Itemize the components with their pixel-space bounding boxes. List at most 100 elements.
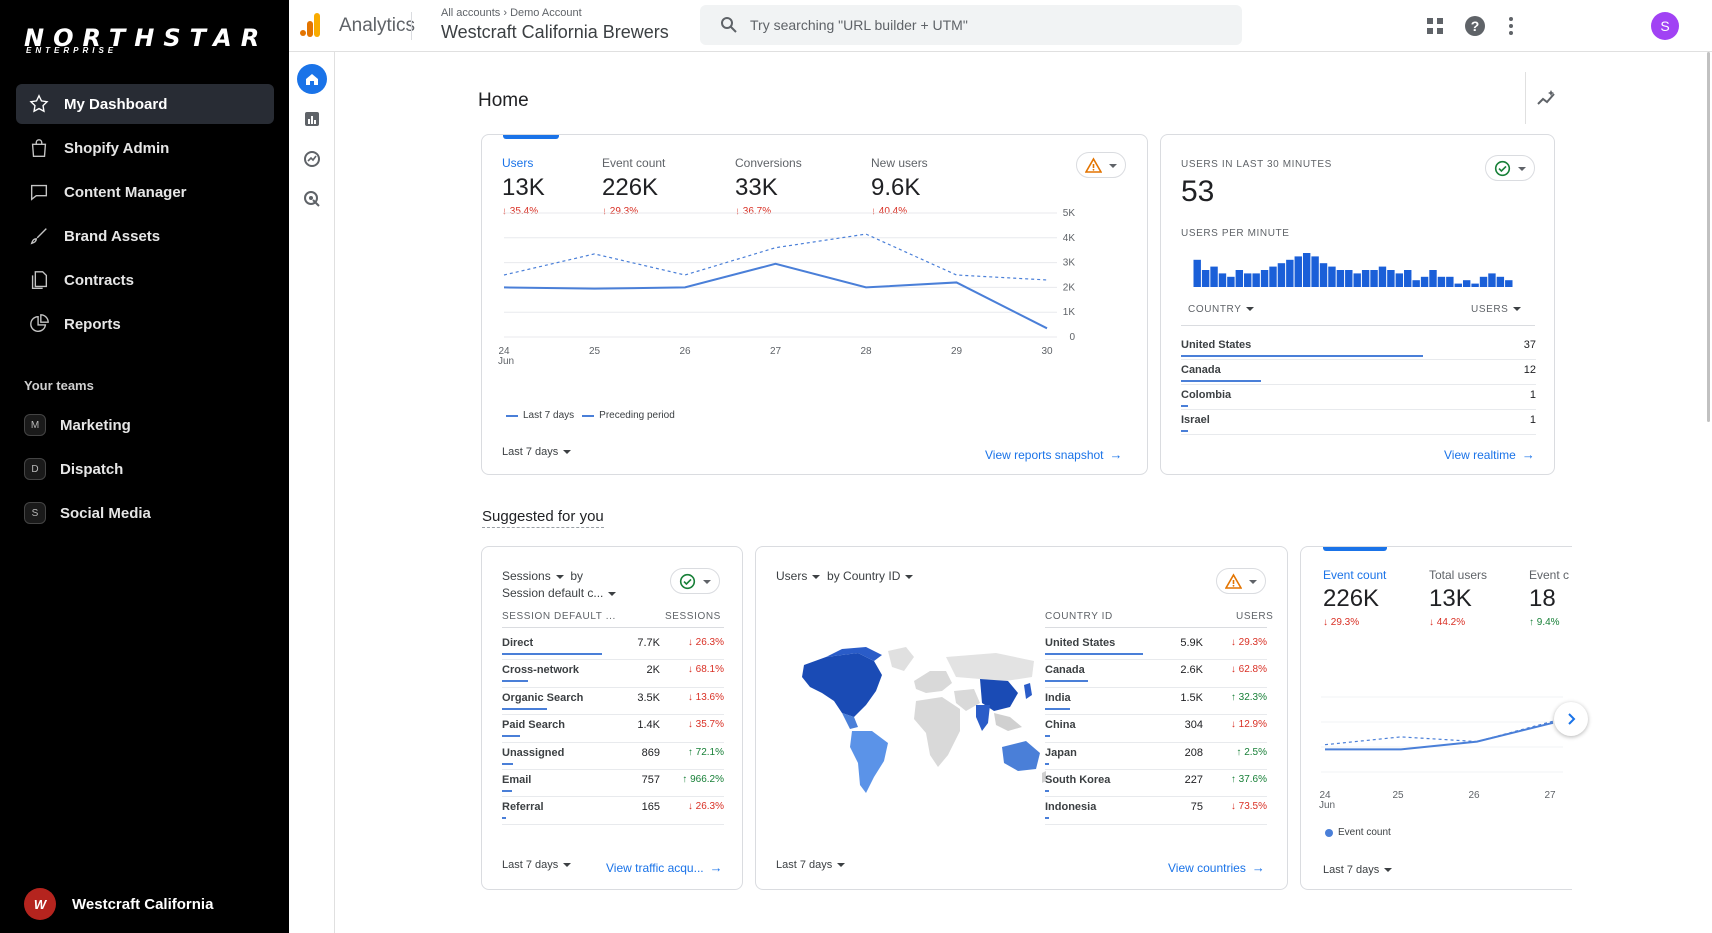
x-tick-label: 27 [1544,790,1556,801]
chevron-down-icon [1384,868,1393,873]
map-region-russia [946,653,1034,681]
page-scrollbar[interactable] [1707,52,1710,422]
table-row[interactable]: South Korea 227 ↑ 37.6% [1045,774,1267,801]
more-vert-icon[interactable] [1499,14,1523,38]
rail-advertising-button[interactable] [297,184,327,214]
table-row[interactable]: Referral 165 ↓ 26.3% [502,801,724,828]
team-item-social-media[interactable]: S Social Media [16,493,274,533]
table-row[interactable]: Indonesia 75 ↓ 73.5% [1045,801,1267,828]
metric-value: 13K [502,174,545,201]
y-tick-label: 4K [1063,233,1076,244]
sidebar-item-content-manager[interactable]: Content Manager [16,172,274,212]
view-realtime-link[interactable]: View realtime → [1444,447,1535,462]
search-input[interactable] [750,14,1220,36]
brand-logo[interactable]: NORTHSTAR [24,24,269,52]
users-column-header[interactable]: USERS [1471,304,1522,315]
session-default-channel-selector[interactable]: Session default c... [502,586,617,600]
property-selector[interactable]: Westcraft California Brewers [441,22,669,42]
avatar[interactable]: S [1651,12,1679,40]
view-traffic-acquisition-link[interactable]: View traffic acqu... → [606,860,723,875]
sidebar-item-contracts[interactable]: Contracts [16,260,274,300]
sidebar-nav: My Dashboard Shopify Admin Content Manag… [16,84,274,348]
anomaly-status-button[interactable] [1076,152,1126,178]
breadcrumb[interactable]: All accounts › Demo Account [441,7,582,19]
country-column-header[interactable]: COUNTRY [1188,304,1255,315]
x-tick-label: 30 [1041,346,1053,357]
rail-reports-button[interactable] [297,104,327,134]
arrow-right-icon: → [709,860,723,875]
realtime-status-button[interactable] [1485,155,1535,181]
row-label: India [1045,691,1071,704]
table-row[interactable]: Canada 12 [1181,364,1536,389]
search-bar[interactable] [700,5,1242,45]
row-label: Paid Search [502,719,565,732]
date-range-selector[interactable]: Last 7 days [1323,864,1393,876]
rail-home-button[interactable] [297,64,327,94]
map-region-central-america [842,713,858,729]
team-label: Social Media [60,504,151,522]
apps-grid-icon[interactable] [1423,14,1447,38]
series-line-preceding [503,233,1048,281]
chat-bubble-icon [30,184,48,201]
table-row[interactable]: Japan 208 ↑ 2.5% [1045,747,1267,774]
row-value: 1 [1529,389,1536,401]
table-row[interactable]: Direct 7.7K ↓ 26.3% [502,637,724,664]
search-icon [721,17,737,33]
chevron-down-icon [703,580,711,584]
table-header-rule [1181,325,1535,326]
suggested-heading: Suggested for you [482,508,604,528]
table-row[interactable]: Israel 1 [1181,414,1536,439]
country-status-button[interactable] [1216,568,1266,594]
table-row[interactable]: Colombia 1 [1181,389,1536,414]
minute-bar [1328,266,1336,287]
table-row[interactable]: Organic Search 3.5K ↓ 13.6% [502,692,724,719]
table-row[interactable]: China 304 ↓ 12.9% [1045,719,1267,746]
legend-solid-swatch [506,414,518,417]
svg-text:?: ? [1471,18,1480,34]
sidebar-item-shopify-admin[interactable]: Shopify Admin [16,128,274,168]
view-countries-link[interactable]: View countries → [1168,860,1265,875]
chevron-down-icon [608,591,617,596]
team-item-dispatch[interactable]: D Dispatch [16,449,274,489]
insights-icon[interactable] [1535,88,1557,110]
team-item-marketing[interactable]: M Marketing [16,405,274,445]
date-range-selector[interactable]: Last 7 days [776,859,846,871]
arrow-right-icon: → [1251,860,1265,875]
table-row[interactable]: Cross-network 2K ↓ 68.1% [502,664,724,691]
row-value: 304 [1184,719,1203,732]
analytics-logo-icon[interactable] [299,13,321,37]
date-range-selector[interactable]: Last 7 days [502,446,572,458]
help-icon[interactable]: ? [1463,14,1487,38]
table-row[interactable]: Canada 2.6K ↓ 62.8% [1045,664,1267,691]
minute-bar [1378,266,1387,287]
view-reports-snapshot-link[interactable]: View reports snapshot → [985,447,1123,462]
sidebar-item-brand-assets[interactable]: Brand Assets [16,216,274,256]
row-share-bar [502,680,528,683]
users-by-country-selector[interactable]: Users by Country ID [776,569,914,583]
table-row[interactable]: Email 757 ↑ 966.2% [502,774,724,801]
rail-explore-button[interactable] [297,144,327,174]
row-divider [1045,714,1267,716]
x-tick-label: 24 [498,346,510,357]
table-row[interactable]: India 1.5K ↑ 32.3% [1045,692,1267,719]
chevron-down-icon [1518,167,1526,171]
team-initial-badge: S [24,502,46,524]
table-row[interactable]: United States 37 [1181,339,1536,364]
minute-bar [1471,283,1479,287]
sidebar-item-my-dashboard[interactable]: My Dashboard [16,84,274,124]
row-value: 227 [1184,774,1203,786]
sidebar-item-reports[interactable]: Reports [16,304,274,344]
sessions-status-button[interactable] [670,568,720,594]
x-tick-label: 25 [1392,790,1404,801]
next-card-button[interactable] [1554,702,1588,736]
row-label: Canada [1181,364,1221,376]
table-row[interactable]: Paid Search 1.4K ↓ 35.7% [502,719,724,746]
table-row[interactable]: Unassigned 869 ↑ 72.1% [502,747,724,774]
sessions-dimension-selector[interactable]: Sessions by [502,569,584,583]
date-range-selector[interactable]: Last 7 days [502,859,572,871]
table-row[interactable]: United States 5.9K ↓ 29.3% [1045,637,1267,664]
org-switcher[interactable]: W Westcraft California [24,888,213,920]
map-region-new-zealand [1042,771,1046,783]
row-value: 208 [1184,746,1203,759]
realtime-value: 53 [1181,175,1215,208]
